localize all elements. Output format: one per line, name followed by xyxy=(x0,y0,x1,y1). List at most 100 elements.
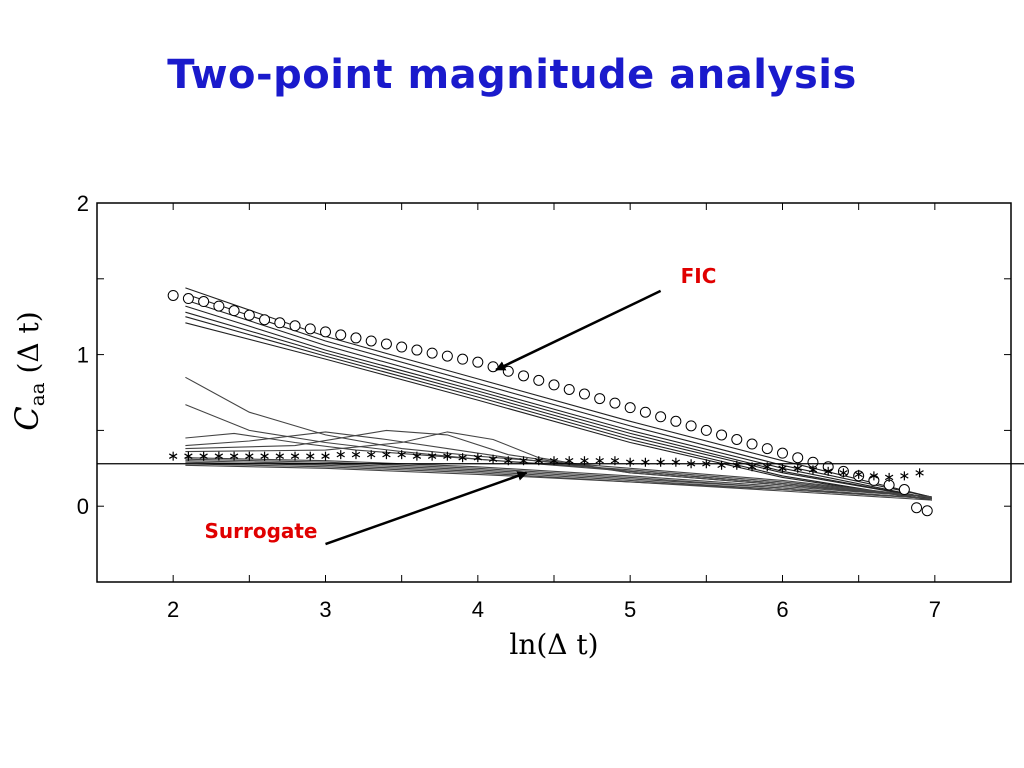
asterisk-stroke xyxy=(473,454,483,461)
surrogate-data-point xyxy=(854,469,863,479)
surrogate-data-point xyxy=(290,451,300,461)
fic-data-point xyxy=(289,320,301,332)
fic-data-point xyxy=(670,415,682,427)
surrogate-data-point xyxy=(656,457,665,467)
surrogate-data-point xyxy=(321,451,330,461)
surrogate-data-point xyxy=(184,451,193,461)
fic-data-point xyxy=(685,420,697,432)
annotation-label-surrogate: Surrogate xyxy=(204,519,317,543)
fic-curve xyxy=(185,322,932,501)
surrogate-data-point xyxy=(412,451,422,461)
annotation-arrow xyxy=(325,471,528,546)
fic-data-point xyxy=(472,356,484,368)
fic-data-point xyxy=(182,293,194,305)
surrogate-data-point xyxy=(168,451,178,461)
fic-data-point xyxy=(594,393,606,405)
fic-data-point xyxy=(639,406,651,418)
fic-data-point xyxy=(716,429,728,441)
y-axis-label-main: C xyxy=(8,406,46,430)
fic-data-point xyxy=(502,365,514,377)
fic-data-point xyxy=(777,447,788,459)
surrogate-data-point xyxy=(900,471,909,481)
asterisk-stroke xyxy=(168,453,178,459)
fic-data-point xyxy=(792,452,804,464)
asterisk-stroke xyxy=(412,453,422,459)
fic-curve xyxy=(185,316,932,501)
fic-data-point xyxy=(548,379,560,391)
surrogate-curve xyxy=(185,376,932,498)
y-axis-label-sub: aa xyxy=(25,382,49,406)
surrogate-data-point xyxy=(808,465,818,475)
y-axis-label-rest: (Δ t) xyxy=(12,311,45,382)
fic-data-point xyxy=(700,424,712,436)
asterisk-stroke xyxy=(382,451,391,458)
surrogate-curve xyxy=(185,463,932,500)
fic-data-point xyxy=(411,344,423,356)
fic-data-point xyxy=(243,309,255,321)
surrogate-curve xyxy=(185,404,932,498)
fic-data-point xyxy=(335,329,347,341)
asterisk-stroke xyxy=(275,453,284,459)
fic-data-point xyxy=(167,289,179,301)
asterisk-stroke xyxy=(884,474,894,481)
asterisk-stroke xyxy=(763,464,772,470)
surrogate-data-point xyxy=(397,450,406,460)
fic-data-point xyxy=(609,397,621,409)
asterisk-stroke xyxy=(839,470,848,476)
asterisk-stroke xyxy=(458,454,467,461)
asterisk-stroke xyxy=(565,457,574,464)
surrogate-data-point xyxy=(473,453,483,463)
surrogate-data-point xyxy=(367,450,376,460)
asterisk-stroke xyxy=(778,465,787,472)
fic-curve xyxy=(185,305,932,500)
annotation-arrow xyxy=(495,289,662,371)
surrogate-data-point xyxy=(306,451,315,461)
x-tick-label: 3 xyxy=(319,597,331,622)
fic-data-point xyxy=(365,335,377,347)
y-tick-label: 2 xyxy=(77,191,89,216)
fic-data-point xyxy=(578,388,590,400)
surrogate-data-point xyxy=(351,450,361,460)
surrogate-data-point xyxy=(671,457,681,467)
fic-data-point xyxy=(898,484,910,496)
fic-curve xyxy=(185,287,932,498)
asterisk-stroke xyxy=(321,453,330,459)
fic-data-point xyxy=(259,314,271,326)
fic-data-point xyxy=(213,300,225,312)
y-axis-label: Caa (Δ t) xyxy=(8,311,49,430)
fic-data-point xyxy=(761,443,773,455)
asterisk-stroke xyxy=(534,457,543,464)
surrogate-data-point xyxy=(443,451,452,461)
slide-title: Two-point magnitude analysis xyxy=(167,52,857,98)
surrogate-data-point xyxy=(793,463,802,473)
asterisk-stroke xyxy=(747,464,757,470)
fic-data-point xyxy=(624,402,636,414)
asterisk-stroke xyxy=(367,451,376,458)
asterisk-stroke xyxy=(351,451,361,458)
fic-data-point xyxy=(396,341,408,353)
fic-data-point xyxy=(350,332,362,344)
fic-data-point xyxy=(228,305,240,317)
x-tick-label: 6 xyxy=(776,597,788,622)
fic-data-point xyxy=(274,317,286,329)
surrogate-data-point xyxy=(214,451,224,461)
fic-data-point xyxy=(655,411,667,423)
fic-data-point xyxy=(921,505,933,517)
surrogate-data-point xyxy=(245,451,254,461)
asterisk-stroke xyxy=(260,453,269,459)
fic-data-point xyxy=(457,353,469,365)
fic-data-point xyxy=(911,502,923,514)
asterisk-stroke xyxy=(199,453,208,459)
surrogate-curve xyxy=(185,431,932,498)
asterisk-stroke xyxy=(397,451,406,458)
surrogate-data-point xyxy=(915,468,924,478)
asterisk-stroke xyxy=(610,457,620,464)
asterisk-stroke xyxy=(549,457,559,464)
asterisk-stroke xyxy=(443,453,452,459)
fic-data-point xyxy=(746,438,758,450)
series-lines xyxy=(185,287,932,501)
surrogate-data-point xyxy=(869,471,879,481)
asterisk-stroke xyxy=(306,453,315,459)
surrogate-data-point xyxy=(839,468,848,478)
